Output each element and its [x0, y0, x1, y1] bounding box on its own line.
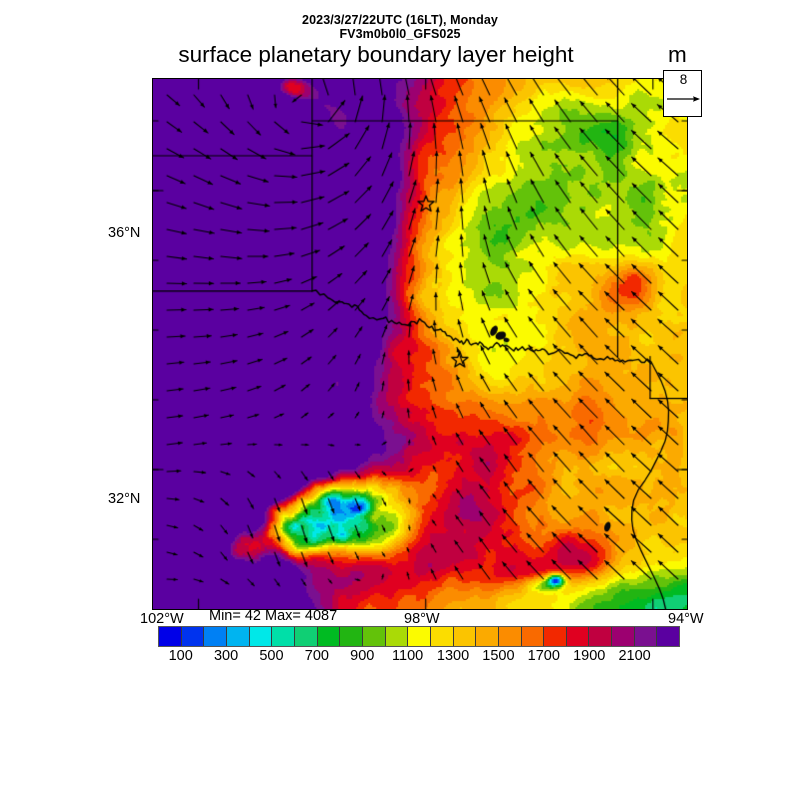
pbl-height-heatmap-canvas: [153, 79, 687, 609]
colorbar-swatch: [430, 627, 454, 646]
colorbar-tick-label: 100: [168, 648, 193, 664]
colorbar-tick-label: 500: [259, 648, 284, 664]
colorbar: [158, 626, 680, 647]
colorbar-tick-label: 900: [350, 648, 375, 664]
colorbar-swatch: [589, 627, 613, 646]
colorbar-tick-label: 1300: [436, 648, 470, 664]
colorbar-swatch: [634, 627, 658, 646]
colorbar-swatch: [453, 627, 477, 646]
axis-label-lon-98: 98°W: [404, 611, 440, 627]
colorbar-swatch: [476, 627, 499, 646]
colorbar-swatch: [521, 627, 545, 646]
colorbar-swatch: [657, 627, 680, 646]
colorbar-swatch: [566, 627, 590, 646]
axis-label-lon-94: 94°W: [668, 611, 704, 627]
map-plot-area: [152, 78, 688, 610]
colorbar-swatch: [181, 627, 205, 646]
colorbar-swatch: [272, 627, 295, 646]
axis-label-lon-102: 102°W: [140, 611, 184, 627]
colorbar-swatch: [544, 627, 567, 646]
page-title: surface planetary boundary layer height: [178, 42, 574, 67]
colorbar-swatch: [249, 627, 273, 646]
colorbar-swatch: [204, 627, 227, 646]
colorbar-tick-label: 700: [304, 648, 329, 664]
units-label: m: [668, 42, 687, 67]
colorbar-tick-label: 1100: [392, 648, 424, 664]
colorbar-tick-labels: 100 300 500 700 900 1100 1300 1500 1700 1900 2100: [0, 648, 800, 670]
title-model-name: FV3m0b0l0_GFS025: [339, 27, 461, 41]
colorbar-swatch: [362, 627, 386, 646]
axis-label-lat-32: 32°N: [108, 491, 141, 507]
wind-legend-value: 8: [679, 72, 688, 87]
colorbar-swatch: [294, 627, 318, 646]
colorbar-tick-label: 1700: [527, 648, 560, 664]
colorbar-swatch: [226, 627, 250, 646]
wind-vector-legend: 8: [663, 70, 702, 117]
colorbar-tick-label: 1900: [573, 648, 606, 664]
axis-label-lat-36: 36°N: [108, 225, 141, 241]
colorbar-swatch: [612, 627, 635, 646]
colorbar-swatch: [317, 627, 341, 646]
colorbar-swatch: [408, 627, 431, 646]
colorbar-swatch: [498, 627, 522, 646]
title-datetime: 2023/3/27/22UTC (16LT), Monday: [302, 13, 498, 27]
wind-reference-arrow-icon: [667, 96, 700, 102]
colorbar-swatch: [340, 627, 363, 646]
min-max-stats-label: Min= 42 Max= 4087: [209, 608, 338, 624]
colorbar-swatch: [159, 627, 182, 646]
colorbar-tick-label: 300: [213, 648, 239, 664]
colorbar-tick-label: 2100: [618, 648, 651, 664]
colorbar-tick-label: 1500: [482, 648, 515, 664]
colorbar-swatch: [385, 627, 409, 646]
